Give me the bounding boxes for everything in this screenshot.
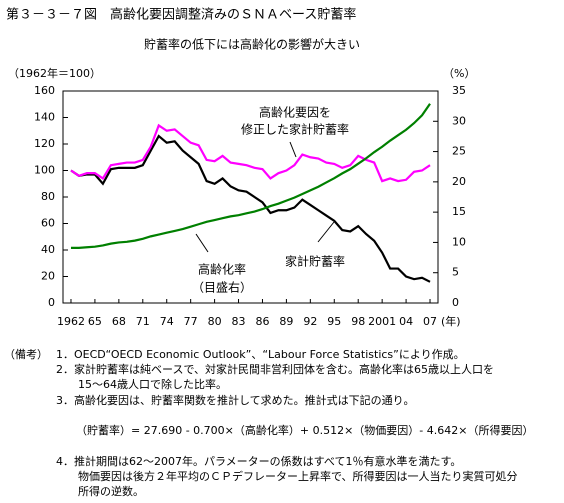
- y-tick-label: 120: [34, 137, 55, 150]
- series-label: 高齢化率: [198, 262, 246, 277]
- y2-tick-label: 15: [452, 205, 466, 218]
- y-axis-label: （1962年＝100）: [8, 66, 101, 80]
- x-tick-label: 71: [136, 315, 150, 328]
- note-line: 3．高齢化要因は、貯蓄率関数を推計して求めた。推計式は下記の通り。: [56, 393, 414, 407]
- x-tick-label: 65: [88, 315, 102, 328]
- y-tick-label: 140: [34, 111, 55, 124]
- series-label: 家計貯蓄率: [285, 254, 345, 269]
- note-line: 1．OECD“OECD Economic Outlook”、“Labour Fo…: [56, 348, 465, 361]
- x-tick-label: 86: [255, 315, 269, 328]
- x-axis-label: (年): [441, 314, 461, 328]
- x-tick-label: 74: [160, 315, 174, 328]
- annotation-arrow: [289, 141, 297, 158]
- note-line: 所得の逆数。: [78, 484, 144, 498]
- x-tick-label: 04: [399, 315, 413, 328]
- x-tick-label: 83: [232, 315, 246, 328]
- y-tick-label: 160: [34, 84, 55, 97]
- x-tick-label: 07: [423, 315, 437, 328]
- notes-label: （備考）: [4, 348, 48, 361]
- annotation-arrow: [317, 221, 335, 243]
- x-tick-label: 2001: [368, 315, 396, 328]
- x-tick-label: 1962: [57, 315, 85, 328]
- series-line: [70, 134, 431, 283]
- x-tick-label: 95: [327, 315, 341, 328]
- annotation-arrow: [195, 233, 209, 253]
- y-tick-label: 40: [41, 243, 55, 256]
- y-tick-label: 80: [41, 190, 55, 203]
- y-tick-label: 20: [41, 270, 55, 283]
- series-line: [70, 103, 431, 249]
- x-tick-label: 80: [208, 315, 222, 328]
- y2-tick-label: 5: [452, 266, 459, 279]
- y2-axis-label: （%）: [443, 67, 475, 80]
- series-label: 修正した家計貯蓄率: [241, 122, 349, 137]
- y-tick-label: 100: [34, 164, 55, 177]
- y2-tick-label: 0: [452, 296, 459, 309]
- note-line: 物価要因は後方２年平均のＣＰデフレーター上昇率で、所得要因は一人当たり実質可処分: [78, 469, 518, 483]
- note-line: 4．推計期間は62～2007年。パラメーターの係数はすべて1％有意水準を満たす。: [56, 454, 461, 468]
- chart-title: 第３－３－７図 高齢化要因調整済みのＳＮＡベース貯蓄率: [6, 7, 356, 23]
- x-tick-label: 77: [184, 315, 198, 328]
- series-line: [70, 123, 431, 183]
- note-formula: （貯蓄率）= 27.690 - 0.700×（高齢化率）+ 0.512×（物価要…: [76, 423, 533, 437]
- y2-tick-label: 10: [452, 235, 466, 248]
- note-line: 15～64歳人口で除した比率。: [78, 377, 227, 391]
- y2-tick-label: 20: [452, 175, 466, 188]
- chart-subtitle: 貯蓄率の低下には高齢化の影響が大きい: [144, 37, 360, 52]
- series-label: 高齢化要因を: [259, 105, 331, 120]
- series-label: （目盛右）: [192, 280, 252, 295]
- x-tick-label: 68: [112, 315, 126, 328]
- x-tick-label: 98: [351, 315, 365, 328]
- x-tick-label: 92: [303, 315, 317, 328]
- y2-tick-label: 25: [452, 145, 466, 158]
- y2-tick-label: 30: [452, 114, 466, 127]
- y2-tick-label: 35: [452, 84, 466, 97]
- note-line: 2．家計貯蓄率は純ベースで、対家計民間非営利団体を含む。高齢化率は65歳以上人口…: [56, 362, 494, 376]
- y-tick-label: 0: [48, 296, 55, 309]
- y-tick-label: 60: [41, 217, 55, 230]
- x-tick-label: 89: [279, 315, 293, 328]
